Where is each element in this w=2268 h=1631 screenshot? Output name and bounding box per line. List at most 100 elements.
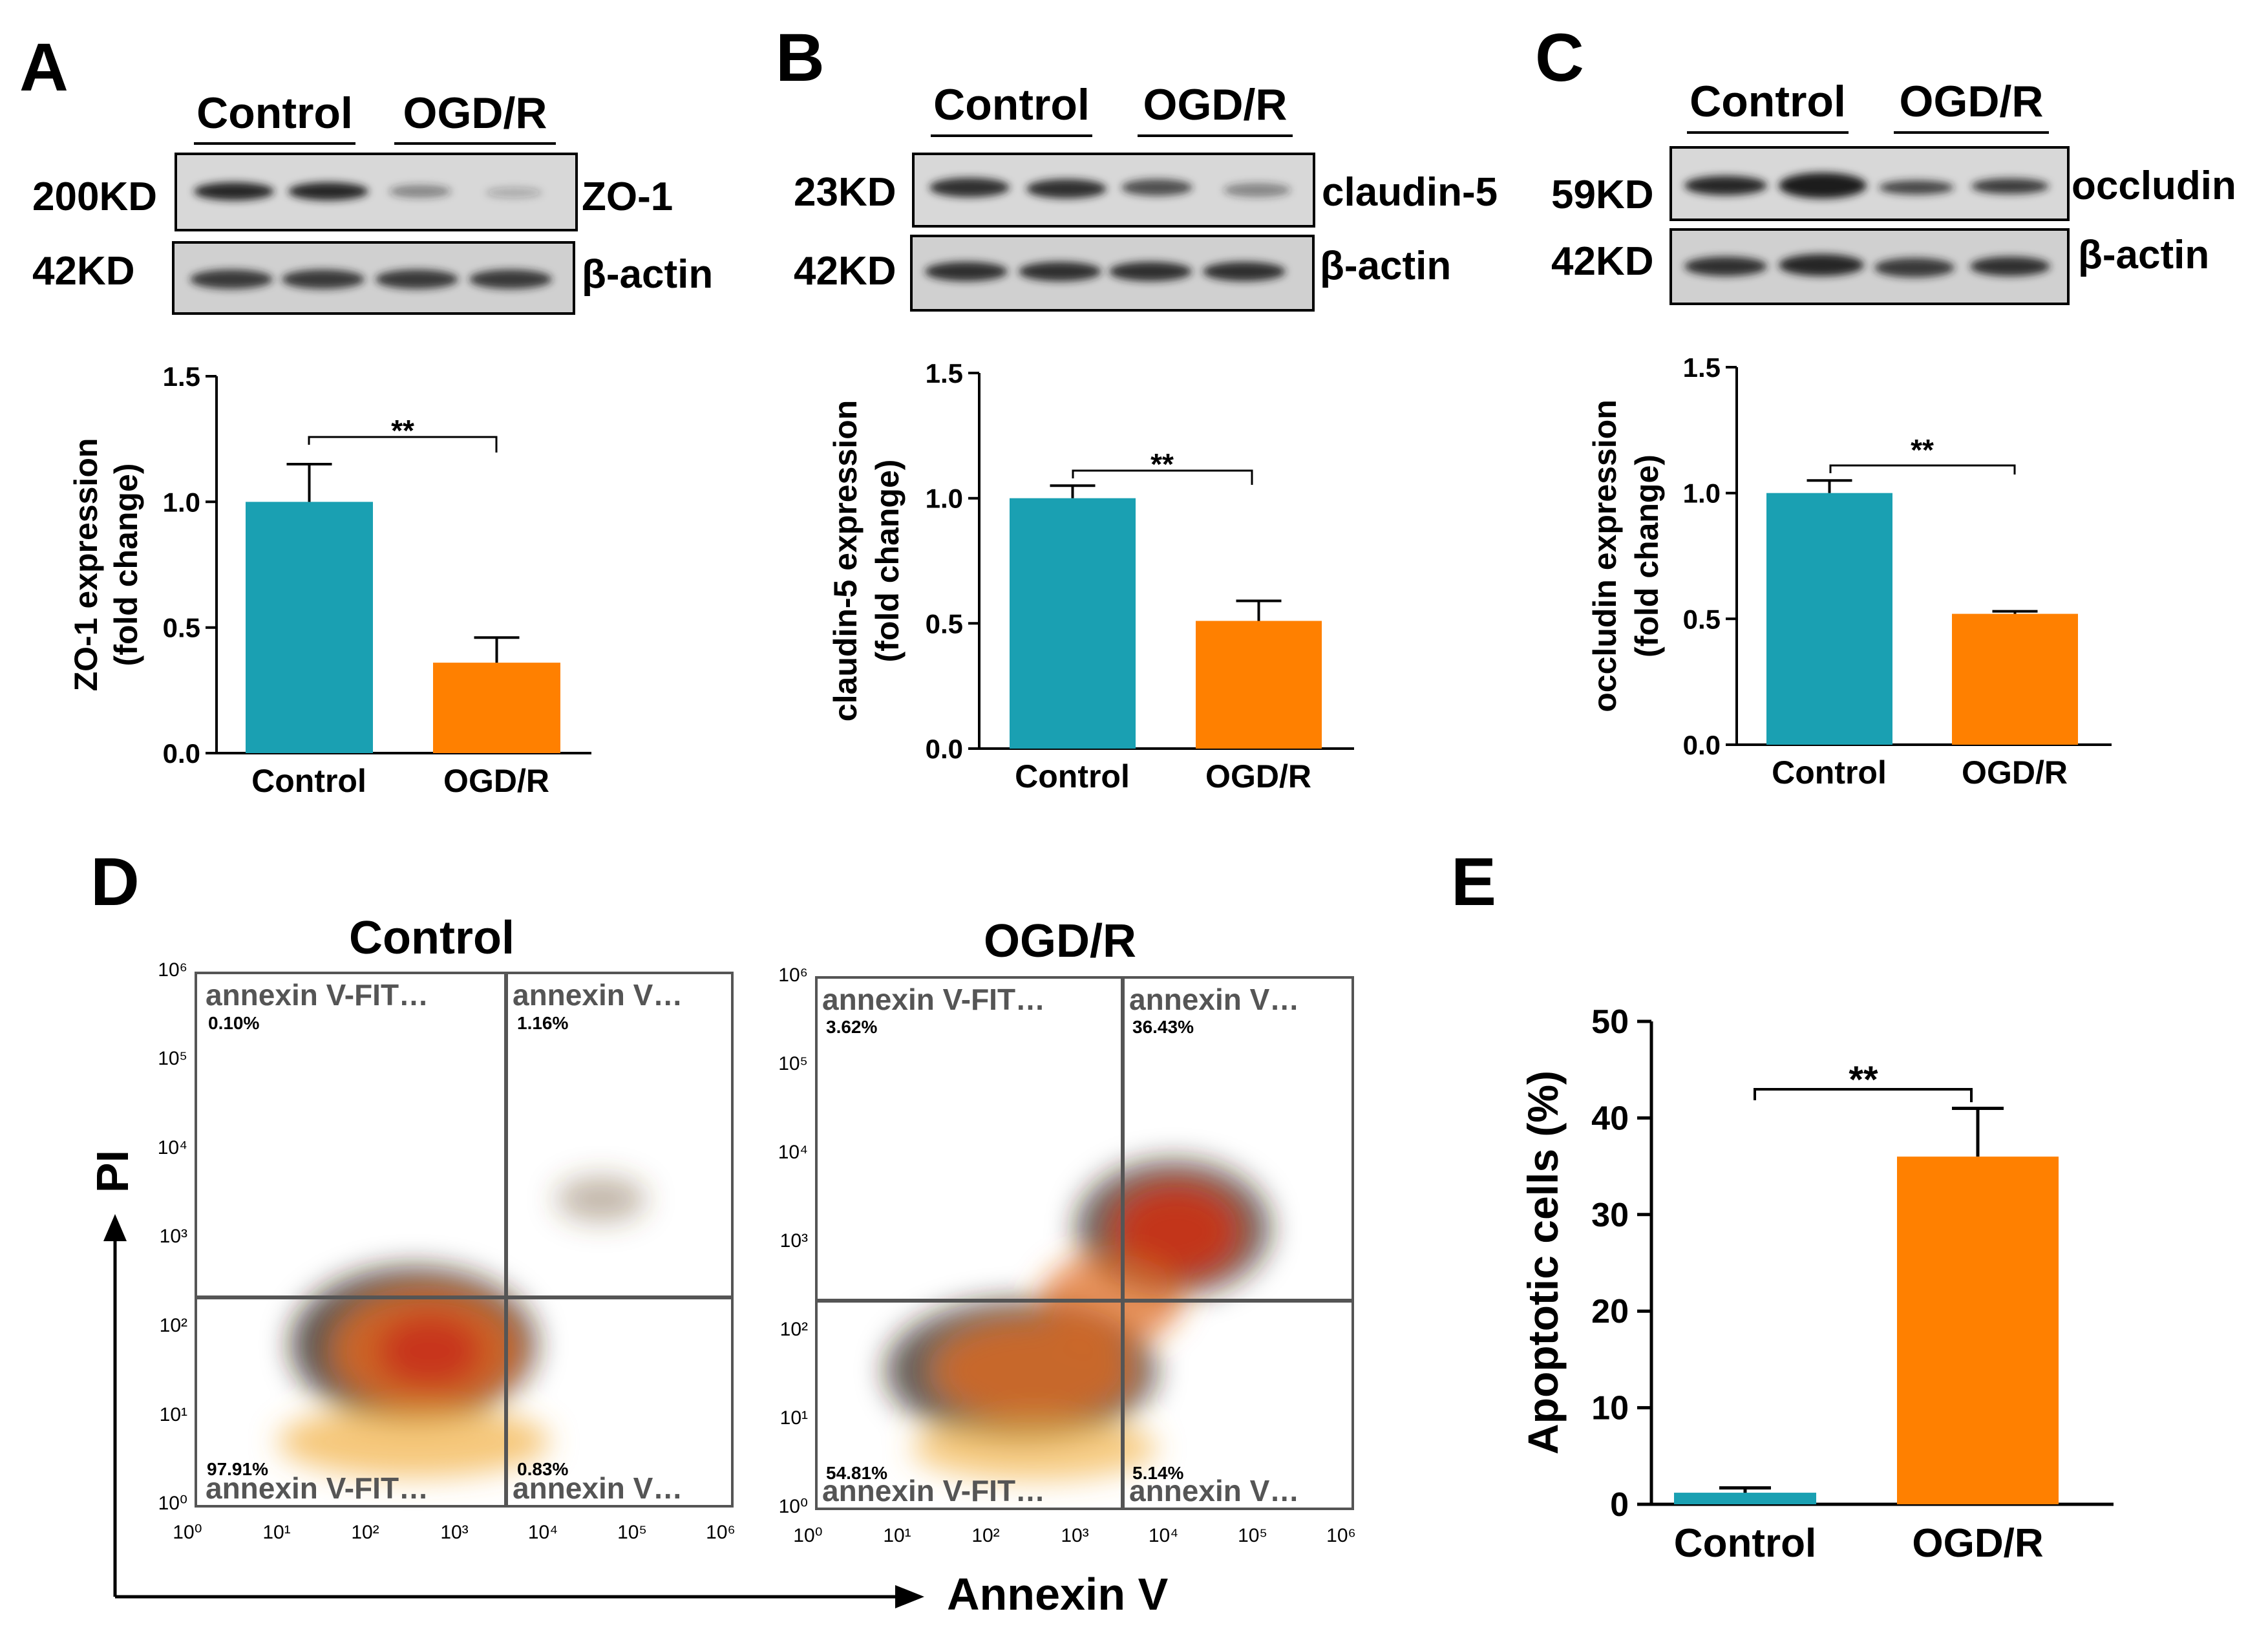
band <box>1224 183 1291 197</box>
group-label-ogdr: OGD/R <box>1900 77 2044 126</box>
kd-label: 59KD <box>1551 173 1654 217</box>
y-tick-label: 10⁶ <box>778 965 808 986</box>
error-bar-ogdr <box>1236 599 1282 621</box>
error-bar-ogdr <box>1952 1106 2004 1157</box>
significance-marker: ** <box>1911 433 1934 467</box>
x-tick-label: 10² <box>351 1522 379 1543</box>
band <box>1779 254 1864 276</box>
group-label-control: Control <box>196 89 353 138</box>
bar-ogdr <box>1196 621 1322 749</box>
pi-axis-label: PI <box>87 1150 138 1193</box>
y-tick-label: 0.5 <box>926 608 963 639</box>
x-tick-label: 10⁶ <box>1326 1525 1356 1546</box>
error-bar-control <box>1719 1486 1771 1493</box>
density-mid <box>937 1322 1131 1419</box>
bar-control <box>1010 498 1136 749</box>
band <box>376 270 458 289</box>
x-tick-label: 10⁴ <box>528 1522 558 1543</box>
band <box>190 270 273 289</box>
x-tick-label: 10³ <box>1061 1525 1088 1546</box>
pi-axis-arrowhead <box>103 1214 127 1241</box>
x-tick-label: 10⁶ <box>706 1522 736 1543</box>
y-tick-label: 10⁶ <box>158 959 187 981</box>
annexin-axis-arrowhead <box>895 1585 924 1608</box>
quadrant-ur-pct: 1.16% <box>517 1013 568 1033</box>
y-axis-title: occludin expression <box>1587 400 1623 712</box>
panel-letter-d: D <box>90 844 140 920</box>
y-tick-label: 1.5 <box>163 361 200 392</box>
y-axis: 0 10 20 30 40 50 <box>1591 1003 1653 1524</box>
group-label-ogdr: OGD/R <box>403 89 547 138</box>
y-tick-label: 0.0 <box>926 734 963 764</box>
x-tick-label: 10⁰ <box>793 1525 822 1546</box>
error-bar-ogdr <box>474 636 520 663</box>
y-tick-label: 10⁴ <box>778 1142 808 1163</box>
group-label-control: Control <box>1690 77 1846 126</box>
density-core <box>378 1316 482 1387</box>
flow-plot-control: Control annexin V-FIT… 0.10% annexin V… … <box>158 912 736 1543</box>
quadrant-ul-label: annexin V-FIT… <box>822 983 1045 1016</box>
y-tick-label: 10² <box>160 1315 187 1336</box>
y-axis-title: Apoptotic cells (%) <box>1519 1071 1567 1455</box>
bar-control <box>246 502 373 753</box>
quadrant-ul-pct: 0.10% <box>208 1013 259 1033</box>
band <box>1019 262 1101 281</box>
band <box>282 270 365 289</box>
band <box>288 182 368 200</box>
significance-marker: ** <box>391 414 414 447</box>
quadrant-lr-pct: 0.83% <box>517 1459 568 1479</box>
quadrant-ul-label: annexin V-FIT… <box>206 978 429 1012</box>
quadrant-lr-pct: 5.14% <box>1132 1463 1183 1483</box>
bar-ogdr <box>1952 613 2078 745</box>
annexin-axis-label: Annexin V <box>947 1569 1169 1619</box>
protein-label: ZO-1 <box>582 175 673 219</box>
bar-control <box>1674 1493 1816 1504</box>
protein-label: β-actin <box>2078 233 2209 277</box>
y-tick-label: 10⁰ <box>779 1496 808 1517</box>
density-upper-core <box>1115 1186 1238 1277</box>
x-ticks: 10⁰ 10¹ 10² 10³ 10⁴ 10⁵ 10⁶ <box>173 1522 736 1543</box>
y-axis-title-sub: (fold change) <box>1629 454 1665 657</box>
density-upper-cluster <box>556 1177 646 1222</box>
y-tick-label: 30 <box>1591 1197 1629 1234</box>
quadrant-ll-pct: 54.81% <box>826 1463 887 1483</box>
flow-plot-title: Control <box>349 912 514 964</box>
group-label-control: Control <box>933 80 1090 129</box>
y-tick-label: 0.5 <box>163 613 200 643</box>
y-tick-label: 0.0 <box>163 738 200 769</box>
quadrant-ll-label: annexin V-FIT… <box>206 1471 429 1505</box>
band <box>1874 258 1955 277</box>
bar-ogdr <box>433 663 560 753</box>
y-axis-title: ZO-1 expression <box>68 438 104 692</box>
y-tick-label: 1.0 <box>163 487 200 517</box>
error-bar-control <box>1807 479 1852 493</box>
significance-marker: ** <box>1150 447 1174 481</box>
x-tick-label: Control <box>1674 1521 1816 1566</box>
error-bar-control <box>286 463 332 502</box>
quadrant-ul-pct: 3.62% <box>826 1017 877 1037</box>
event-density <box>278 1177 646 1477</box>
x-tick-label: 10¹ <box>883 1525 911 1546</box>
kd-label: 42KD <box>794 249 896 293</box>
y-tick-label: 10⁴ <box>158 1137 187 1158</box>
bands <box>925 262 1286 281</box>
significance-bracket <box>1072 469 1253 485</box>
bands <box>929 178 1291 198</box>
flow-cytometry-d: PI Annexin V Control annexin V-FIT… 0.10… <box>87 912 1356 1619</box>
quadrant-ur-pct: 36.43% <box>1132 1017 1194 1037</box>
bar-control <box>1766 493 1892 745</box>
error-bar-ogdr <box>1992 610 2038 614</box>
y-axis: 0.0 0.5 1.0 1.5 <box>1683 352 1738 760</box>
quadrant-lr-label: annexin V… <box>513 1471 683 1505</box>
western-blot-c: Control OGD/R 59KD occludin 42KD β-actin <box>1551 77 2236 305</box>
significance-marker: ** <box>1849 1059 1878 1101</box>
band <box>1121 179 1192 196</box>
kd-label: 42KD <box>32 249 135 293</box>
kd-label: 42KD <box>1551 239 1654 284</box>
panel-letter-b: B <box>776 20 825 96</box>
y-tick-label: 1.0 <box>926 484 963 514</box>
y-ticks: 10⁰ 10¹ 10² 10³ 10⁴ 10⁵ 10⁶ <box>158 959 187 1514</box>
quadrant-ll-label: annexin V-FIT… <box>822 1474 1045 1508</box>
y-tick-label: 0 <box>1610 1486 1629 1524</box>
